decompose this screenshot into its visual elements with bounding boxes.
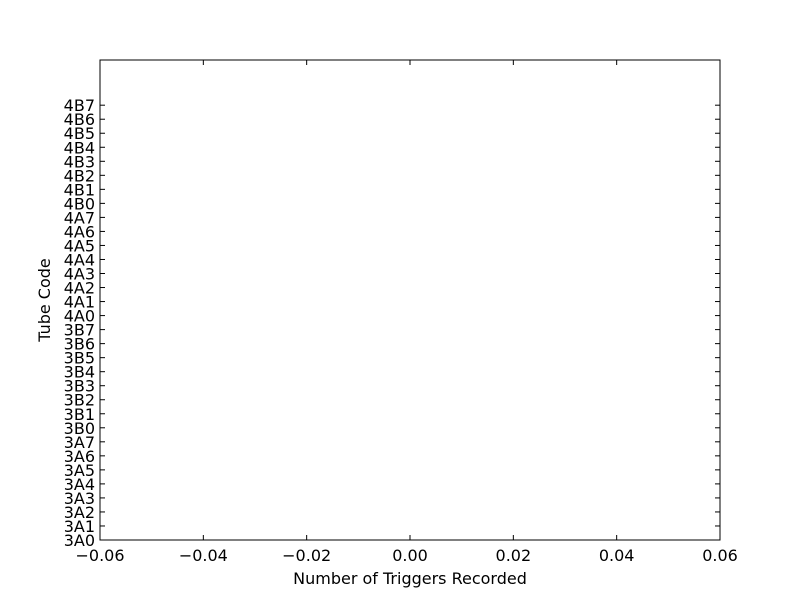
y-tick-label-3A2: 3A2 [64,503,95,522]
y-axis-label: Tube Code [35,258,54,343]
y-tick-label-3B0: 3B0 [64,419,95,438]
plot-frame [99,59,721,541]
y-tick-label-4A7: 4A7 [64,208,95,227]
y-tick-label-3A3: 3A3 [64,489,95,508]
y-tick-label-4A3: 4A3 [64,265,95,284]
y-tick-label-3B4: 3B4 [64,363,95,382]
x-tick-label: 0.00 [392,546,428,565]
y-tick-label-4B3: 4B3 [64,152,95,171]
y-tick-label-4A4: 4A4 [64,250,95,269]
y-tick-label-3B1: 3B1 [64,405,95,424]
y-tick-label-4B0: 4B0 [64,194,95,213]
y-tick-label-4B1: 4B1 [64,180,95,199]
y-tick-label-3B3: 3B3 [64,377,95,396]
y-tick-label-3A1: 3A1 [64,517,95,536]
y-tick-label-4B6: 4B6 [64,110,95,129]
y-tick-label-3B2: 3B2 [64,391,95,410]
y-tick-label-3B6: 3B6 [64,335,95,354]
x-tick-label: 0.04 [599,546,635,565]
y-tick-label-4A5: 4A5 [64,236,95,255]
y-tick-label-4A2: 4A2 [64,279,95,298]
y-tick-label-4B2: 4B2 [64,166,95,185]
y-tick-label-4A0: 4A0 [64,307,95,326]
y-tick-label-4A6: 4A6 [64,222,95,241]
y-tick-label-4B5: 4B5 [64,124,95,143]
x-axis-label: Number of Triggers Recorded [293,569,527,588]
plot-area-background [100,60,720,540]
y-tick-label-3A4: 3A4 [64,475,95,494]
y-tick-label-3B5: 3B5 [64,349,95,368]
y-tick-label-3A5: 3A5 [64,461,95,480]
ticks-group: −0.06 −0.04 −0.02 0.00 0.02 0.04 0.06 3A03A13A2… [64,60,738,565]
x-tick-label: −0.02 [282,546,331,565]
x-tick-label: 0.06 [702,546,738,565]
x-tick-label: 0.02 [496,546,532,565]
y-tick-label-4B7: 4B7 [64,96,95,115]
x-tick-label: −0.04 [179,546,228,565]
y-tick-label-3A6: 3A6 [64,447,95,466]
y-tick-label-3A0: 3A0 [64,531,95,550]
y-tick-label-3A7: 3A7 [64,433,95,452]
y-tick-label-4B4: 4B4 [64,138,95,157]
y-tick-label-4A1: 4A1 [64,293,95,312]
y-tick-label-3B7: 3B7 [64,321,95,340]
x-tick-label: −0.06 [75,546,124,565]
